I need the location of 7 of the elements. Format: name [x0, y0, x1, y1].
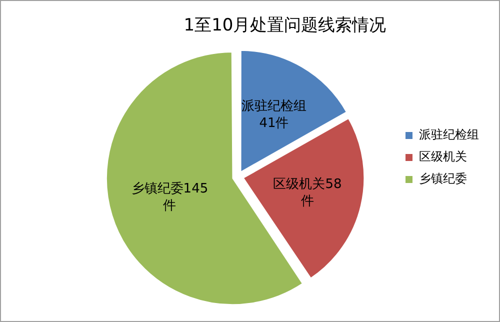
- chart-title: 1至10月处置问题线索情况: [184, 16, 386, 36]
- legend-label: 派驻纪检组: [419, 128, 479, 142]
- data-label: 派驻纪检组 41件: [241, 98, 306, 131]
- legend-label: 区级机关: [419, 150, 467, 164]
- data-label: 乡镇纪委145 件: [131, 181, 208, 214]
- data-label: 区级机关58 件: [273, 176, 342, 209]
- legend-label: 乡镇纪委: [419, 172, 467, 186]
